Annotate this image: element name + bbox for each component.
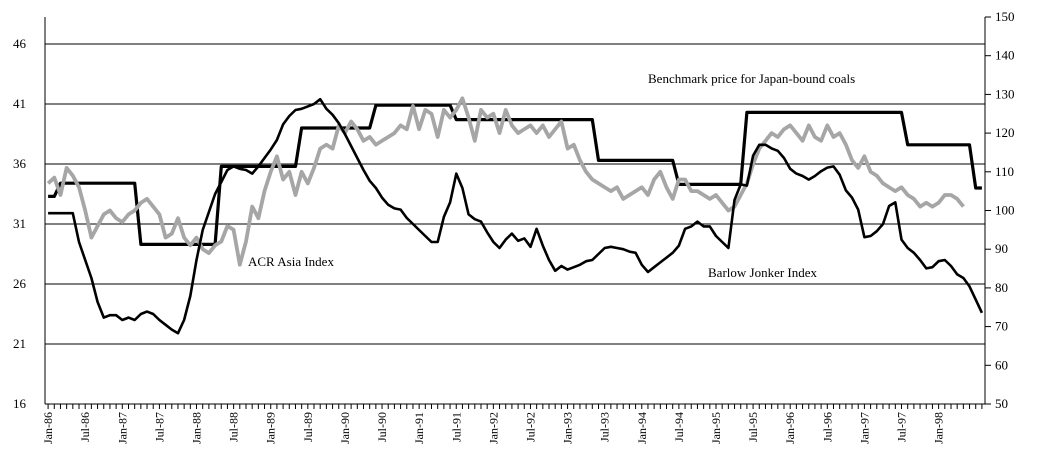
x-tick-label: Jul-90: [375, 412, 389, 442]
x-tick-label: Jan-94: [635, 412, 649, 444]
x-tick-label: Jan-97: [857, 412, 871, 444]
y-tick-label: 16: [13, 396, 27, 411]
y2-tick-label: 80: [995, 280, 1008, 295]
x-tick-label: Jul-92: [523, 412, 537, 442]
x-tick-label: Jul-93: [598, 412, 612, 442]
y-tick-label: 41: [13, 96, 26, 111]
y2-tick-label: 140: [995, 48, 1015, 63]
annotation: Barlow Jonker Index: [708, 265, 818, 280]
y2-tick-label: 110: [995, 164, 1014, 179]
series-line: [48, 103, 982, 246]
x-tick-label: Jul-97: [895, 412, 909, 442]
y-tick-label: 46: [13, 36, 27, 51]
y2-tick-label: 70: [995, 319, 1008, 334]
x-tick-label: Jan-96: [783, 412, 797, 444]
x-tick-label: Jan-91: [412, 412, 426, 444]
x-tick-label: Jul-86: [78, 412, 92, 442]
y2-tick-label: 130: [995, 86, 1015, 101]
y-tick-label: 26: [13, 276, 27, 291]
x-tick-label: Jan-93: [561, 412, 575, 444]
x-tick-label: Jul-95: [746, 412, 760, 442]
x-tick-label: Jan-86: [41, 412, 55, 444]
x-tick-label: Jul-88: [227, 412, 241, 442]
y-tick-label: 21: [13, 336, 26, 351]
y2-tick-label: 150: [995, 9, 1015, 24]
x-tick-label: Jul-89: [301, 412, 315, 442]
y-tick-label: 31: [13, 216, 26, 231]
x-tick-label: Jan-92: [486, 412, 500, 444]
x-tick-label: Jul-91: [449, 412, 463, 442]
y2-tick-label: 120: [995, 125, 1015, 140]
x-tick-label: Jan-87: [115, 412, 129, 444]
x-tick-label: Jul-87: [152, 412, 166, 442]
x-tick-label: Jan-89: [264, 412, 278, 444]
y2-tick-label: 50: [995, 396, 1008, 411]
x-tick-label: Jan-90: [338, 412, 352, 444]
annotation: Benchmark price for Japan-bound coals: [648, 71, 855, 86]
x-tick-label: Jan-88: [190, 412, 204, 444]
series-line: [48, 97, 984, 335]
x-tick-label: Jul-94: [672, 412, 686, 442]
x-tick-label: Jan-95: [709, 412, 723, 444]
x-tick-label: Jan-98: [932, 412, 946, 444]
y2-tick-label: 90: [995, 241, 1008, 256]
x-tick-label: Jul-96: [820, 412, 834, 442]
y2-tick-label: 100: [995, 203, 1015, 218]
annotation: ACR Asia Index: [248, 254, 334, 269]
y2-tick-label: 60: [995, 357, 1008, 372]
y-tick-label: 36: [13, 156, 27, 171]
